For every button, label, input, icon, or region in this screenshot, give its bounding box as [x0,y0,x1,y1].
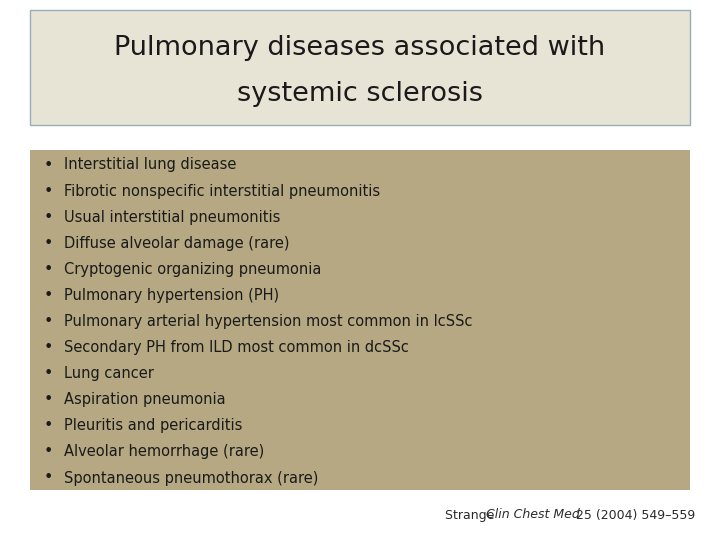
Text: •: • [43,236,53,251]
Text: •: • [43,158,53,172]
Text: •: • [43,314,53,329]
FancyBboxPatch shape [30,10,690,125]
Text: •: • [43,288,53,303]
Text: Pulmonary diseases associated with: Pulmonary diseases associated with [114,35,606,61]
Text: systemic sclerosis: systemic sclerosis [237,81,483,107]
FancyBboxPatch shape [30,150,690,490]
Text: •: • [43,392,53,407]
Text: Interstitial lung disease: Interstitial lung disease [64,158,236,172]
Text: Lung cancer: Lung cancer [64,366,154,381]
Text: •: • [43,470,53,485]
Text: •: • [43,418,53,433]
Text: Pleuritis and pericarditis: Pleuritis and pericarditis [64,418,243,433]
Text: Alveolar hemorrhage (rare): Alveolar hemorrhage (rare) [64,444,264,460]
Text: •: • [43,444,53,460]
Text: Clin Chest Med: Clin Chest Med [486,509,580,522]
Text: •: • [43,340,53,355]
Text: Pulmonary hypertension (PH): Pulmonary hypertension (PH) [64,288,279,303]
Text: •: • [43,262,53,277]
Text: •: • [43,184,53,199]
Text: Fibrotic nonspecific interstitial pneumonitis: Fibrotic nonspecific interstitial pneumo… [64,184,380,199]
Text: •: • [43,210,53,225]
Text: Cryptogenic organizing pneumonia: Cryptogenic organizing pneumonia [64,262,321,277]
Text: Strange: Strange [445,509,502,522]
Text: Usual interstitial pneumonitis: Usual interstitial pneumonitis [64,210,280,225]
Text: Secondary PH from ILD most common in dcSSc: Secondary PH from ILD most common in dcS… [64,340,409,355]
Text: •: • [43,366,53,381]
Text: Aspiration pneumonia: Aspiration pneumonia [64,392,225,407]
Text: Diffuse alveolar damage (rare): Diffuse alveolar damage (rare) [64,236,289,251]
Text: 25 (2004) 549–559: 25 (2004) 549–559 [572,509,695,522]
Text: Spontaneous pneumothorax (rare): Spontaneous pneumothorax (rare) [64,470,318,485]
Text: Pulmonary arterial hypertension most common in lcSSc: Pulmonary arterial hypertension most com… [64,314,472,329]
